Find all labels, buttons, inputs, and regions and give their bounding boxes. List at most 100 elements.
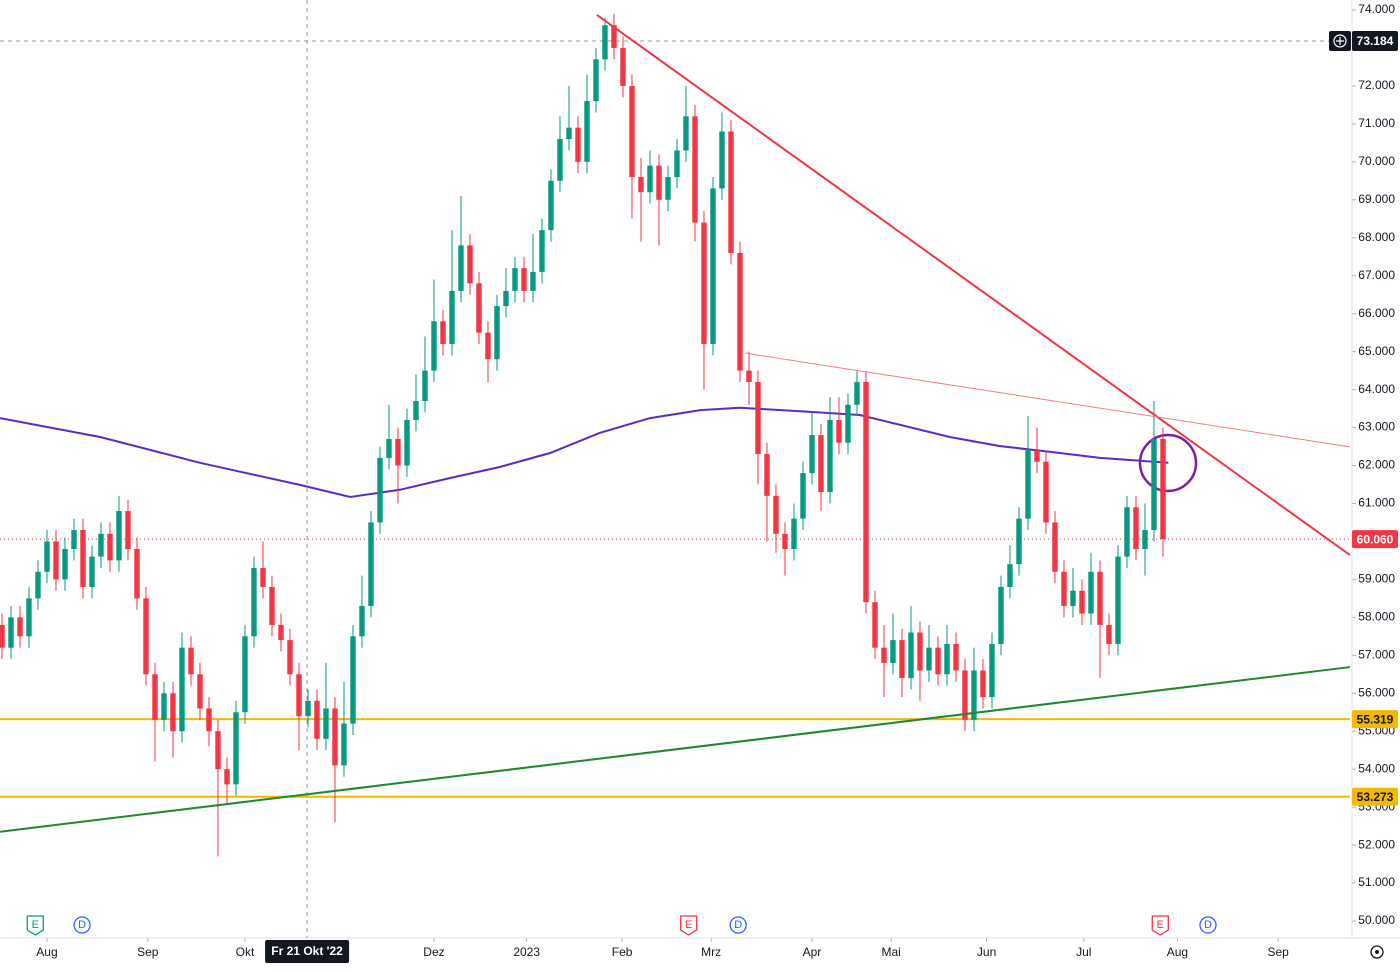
candle-body [134, 549, 140, 599]
candle-body [944, 643, 950, 675]
candle-body [1061, 571, 1067, 606]
crosshair-time-badge [265, 940, 350, 963]
candle-body [17, 617, 23, 637]
candle-body [233, 712, 239, 785]
candle-body [35, 571, 41, 599]
candle-body [1160, 438, 1166, 540]
candle-body [1025, 450, 1031, 519]
candle-body [584, 101, 590, 162]
y-tick-label: 52.000 [1358, 837, 1395, 851]
trendline [0, 666, 1351, 833]
event-label: E [32, 919, 39, 931]
y-tick-label: 70.000 [1358, 154, 1395, 168]
candle-body [188, 647, 194, 675]
y-tick-label: 56.000 [1358, 685, 1395, 699]
event-label: E [1157, 919, 1164, 931]
y-tick-label: 54.000 [1358, 761, 1395, 775]
candle-body [953, 643, 959, 671]
candle-body [665, 177, 671, 200]
event-marker[interactable] [1151, 915, 1169, 936]
candle-body [890, 640, 896, 663]
candle-body [980, 670, 986, 698]
price-level-badge [1352, 787, 1398, 806]
candle-body [476, 283, 482, 333]
candle-body [152, 674, 158, 720]
candle-body [314, 700, 320, 739]
candle-body [143, 598, 149, 675]
candle-body [548, 180, 554, 231]
candle-body [800, 473, 806, 519]
candle-body [116, 511, 122, 561]
candle-body [458, 245, 464, 291]
trendline [745, 352, 1351, 448]
candle-body [539, 230, 545, 272]
candle-body [935, 647, 941, 675]
candle-body [962, 670, 968, 720]
candle-body [773, 495, 779, 534]
candle-body [656, 165, 662, 200]
event-marker[interactable] [1199, 916, 1217, 934]
event-marker[interactable] [26, 915, 44, 936]
candle-body [557, 139, 563, 181]
candle-body [296, 674, 302, 717]
candle-body [179, 647, 185, 732]
candle-body [170, 693, 176, 732]
candle-body [836, 419, 842, 443]
y-tick-label: 63.000 [1358, 420, 1395, 434]
settings-ring [1370, 945, 1384, 959]
settings-icon[interactable] [1370, 945, 1384, 959]
y-tick-label: 66.000 [1358, 306, 1395, 320]
x-tick-label: Dez [423, 945, 444, 959]
candle-body [368, 522, 374, 606]
event-marker[interactable] [73, 916, 91, 934]
x-tick-label: Jun [977, 945, 996, 959]
event-marker[interactable] [729, 916, 747, 934]
trendline [596, 14, 1351, 556]
candle-body [71, 530, 77, 550]
highlight-circle [1138, 433, 1198, 493]
candle-body [755, 381, 761, 455]
candle-body [440, 321, 446, 345]
y-tick-label: 69.000 [1358, 192, 1395, 206]
candle-body [413, 400, 419, 420]
candle-body [242, 636, 248, 713]
candle-body [683, 116, 689, 151]
candle-body [80, 530, 86, 587]
x-tick-label: Feb [612, 945, 633, 959]
candle-body [503, 290, 509, 307]
y-tick-label: 58.000 [1358, 610, 1395, 624]
candle-body [53, 541, 59, 580]
candle-body [521, 268, 527, 291]
candle-body [467, 245, 473, 284]
candle-body [89, 556, 95, 587]
candle-body [998, 586, 1004, 644]
candle-body [764, 454, 770, 496]
event-marker[interactable] [680, 915, 698, 936]
candle-body [251, 567, 257, 637]
candle-body [692, 116, 698, 223]
price-level-label: 60.060 [1357, 532, 1394, 546]
candle-body [989, 643, 995, 698]
candle-body [620, 47, 626, 86]
candle-body [341, 723, 347, 766]
crosshair-price-label: 73.184 [1357, 34, 1394, 48]
candle-body [377, 457, 383, 523]
candle-body [359, 605, 365, 637]
candle-body [8, 617, 14, 648]
candle-body [611, 25, 617, 48]
price-level-label: 55.319 [1357, 712, 1394, 726]
price-level-badge [1352, 710, 1398, 729]
candle-body [1034, 450, 1040, 462]
candle-body [1079, 590, 1085, 614]
y-tick-label: 74.000 [1358, 2, 1395, 16]
candle-body [737, 252, 743, 371]
candle-body [926, 647, 932, 671]
candle-body [422, 370, 428, 401]
crosshair-price-badge [1352, 30, 1398, 51]
candle-body [269, 586, 275, 625]
y-tick-label: 59.000 [1358, 572, 1395, 586]
event-label: D [1204, 919, 1212, 931]
x-tick-label: Aug [36, 945, 57, 959]
